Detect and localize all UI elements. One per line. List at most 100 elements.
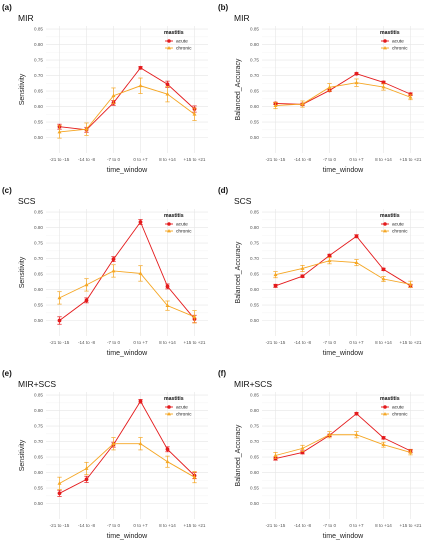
data-point: [138, 399, 143, 404]
panel-title: MIR: [234, 13, 250, 23]
panel-letter: (d): [218, 186, 229, 195]
plot-area: [262, 392, 424, 519]
legend-key-marker: [167, 39, 171, 43]
data-point: [84, 127, 89, 131]
legend-label: chronic: [392, 229, 408, 235]
y-axis-title: Balanced_Accuracy: [235, 58, 242, 120]
y-tick-label: 0.70: [34, 256, 43, 261]
series-chronic: [273, 257, 413, 288]
data-point: [381, 267, 386, 272]
x-tick-label: +15 to +21: [184, 523, 206, 528]
data-point: [273, 103, 278, 108]
legend-label: acute: [392, 39, 404, 45]
panel-title: MIR+SCS: [18, 379, 56, 389]
data-point: [300, 266, 305, 270]
data-point: [111, 257, 116, 262]
data-point: [192, 314, 197, 319]
x-tick-label: -14 to -8: [78, 340, 96, 345]
panel-letter: (c): [2, 186, 12, 195]
chart-panel: (a) MIR 0.50 0.55 0.60 0.65 0.70 0.75 0.80 0.85 -2…: [2, 3, 208, 174]
y-tick-label: 0.55: [250, 486, 259, 491]
x-tick-label: 0 to +7: [133, 340, 148, 345]
legend-key-marker: [383, 405, 387, 409]
x-tick-label: 0 to +7: [349, 157, 364, 162]
y-tick-label: 0.50: [250, 501, 259, 506]
y-tick-label: 0.60: [34, 470, 43, 475]
chart-panel: (e) MIR+SCS 0.50 0.55 0.60 0.65 0.70 0.75 0.80 0.…: [2, 369, 208, 540]
y-tick-label: 0.85: [34, 210, 43, 215]
y-axis-title: Sensitivity: [19, 256, 26, 288]
x-axis-title: time_window: [323, 350, 364, 357]
x-tick-label: -14 to -8: [294, 523, 312, 528]
y-tick-label: 0.55: [34, 120, 43, 125]
legend-title: mastitis: [164, 30, 184, 36]
y-tick-label: 0.80: [34, 408, 43, 413]
legend-label: chronic: [176, 46, 192, 52]
series-chronic: [57, 437, 197, 490]
data-point: [300, 101, 305, 106]
legend-key-marker: [383, 46, 387, 50]
data-point: [300, 274, 305, 279]
legend-key-marker: [167, 412, 171, 416]
series-line: [275, 235, 411, 287]
y-tick-label: 0.60: [250, 470, 259, 475]
data-point: [165, 82, 170, 87]
data-point: [57, 295, 62, 300]
legend-label: chronic: [392, 412, 408, 418]
data-point: [165, 459, 170, 464]
plot-area: [262, 209, 424, 336]
y-tick-label: 0.60: [250, 104, 259, 109]
x-tick-label: -21 to -15: [266, 523, 286, 528]
data-point: [84, 298, 89, 303]
legend-label: chronic: [392, 46, 408, 52]
data-point: [84, 477, 89, 482]
series-line: [59, 85, 195, 133]
x-tick-label: 8 to +14: [375, 523, 392, 528]
y-tick-label: 0.80: [34, 225, 43, 230]
legend-key-marker: [167, 222, 171, 226]
y-tick-label: 0.85: [250, 210, 259, 215]
data-point: [138, 65, 143, 70]
panel-title: MIR: [18, 13, 34, 23]
panel-title: SCS: [18, 196, 36, 206]
legend-title: mastitis: [380, 396, 400, 402]
data-point: [381, 276, 386, 281]
data-point: [165, 303, 170, 308]
x-tick-label: -21 to -15: [266, 157, 286, 162]
x-tick-label: -21 to -15: [266, 340, 286, 345]
data-point: [138, 271, 143, 275]
data-point: [111, 93, 116, 98]
data-point: [354, 432, 359, 437]
y-tick-label: 0.65: [250, 272, 259, 277]
legend-label: acute: [392, 222, 404, 228]
y-tick-label: 0.65: [34, 89, 43, 94]
data-point: [111, 441, 116, 446]
data-point: [165, 284, 170, 289]
data-point: [381, 80, 386, 85]
chart-panel: (b) MIR 0.50 0.55 0.60 0.65 0.70 0.75 0.80 0.85 -2…: [218, 3, 424, 174]
data-point: [273, 283, 278, 288]
data-point: [84, 466, 89, 470]
x-tick-label: +15 to +21: [400, 340, 422, 345]
legend-label: acute: [176, 405, 188, 411]
chart-panel: (c) SCS 0.50 0.55 0.60 0.65 0.70 0.75 0.80 0.85 -2…: [2, 186, 208, 357]
legend-title: mastitis: [164, 396, 184, 402]
legend-key-marker: [383, 222, 387, 226]
y-tick-label: 0.70: [34, 439, 43, 444]
data-point: [138, 441, 143, 446]
y-tick-label: 0.80: [250, 408, 259, 413]
x-tick-label: -14 to -8: [294, 340, 312, 345]
y-tick-label: 0.75: [34, 58, 43, 63]
data-point: [57, 129, 62, 134]
series-line: [275, 434, 411, 456]
y-tick-label: 0.85: [250, 27, 259, 32]
data-point: [138, 83, 143, 88]
legend-label: acute: [176, 222, 188, 228]
y-tick-label: 0.50: [34, 501, 43, 506]
y-axis-title: Sensitivity: [19, 439, 26, 471]
data-point: [192, 475, 197, 479]
data-point: [327, 253, 332, 258]
x-tick-label: -14 to -8: [294, 157, 312, 162]
